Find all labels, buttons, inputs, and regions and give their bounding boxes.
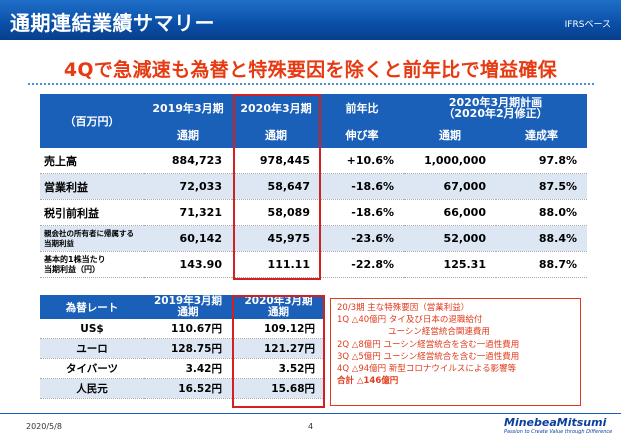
logo-wordmark: MinebeaMitsumi: [504, 416, 607, 429]
logo-tagline: Passion to Create Value through Differen…: [504, 429, 613, 435]
yoy-header: 前年比: [320, 94, 404, 121]
factor-line: 4Q △94億円 新型コロナウイルスによる影響等: [337, 364, 517, 375]
fy2019-value: 884,723: [144, 148, 232, 174]
currency-label: ユーロ: [40, 338, 144, 359]
row-label-line1: 基本的1株当たり: [44, 254, 106, 264]
fy2020-value: 978,445: [232, 148, 320, 174]
factor-line: ユーシン経営統合関連費用: [337, 327, 490, 338]
currency-label: US$: [40, 319, 144, 339]
table-row-operating-income: 営業利益 72,033 58,647 -18.6% 67,000 87.5%: [40, 173, 587, 200]
factors-total: 合計 △146億円: [337, 376, 399, 387]
plan-full-year-header: 通期: [404, 121, 496, 148]
fy2019-header: 2019年3月期: [144, 94, 232, 121]
table-row-net-income: 親会社の所有者に帰属する 当期利益 60,142 45,975 -23.6% 5…: [40, 225, 587, 252]
yoy-value: -23.6%: [320, 225, 404, 252]
fy2019-value: 143.90: [144, 251, 232, 278]
factor-line: 3Q △5億円 ユーシン経営統合を含む一過性費用: [337, 351, 520, 362]
table-row-revenue: 売上高 884,723 978,445 +10.6% 1,000,000 97.…: [40, 148, 587, 174]
slide-title: 通期連結業績サマリー: [10, 11, 215, 35]
rate-value: 88.7%: [496, 251, 587, 278]
plan-value: 67,000: [404, 173, 496, 200]
rate-value: 88.4%: [496, 225, 587, 252]
row-label-line1: 親会社の所有者に帰属する: [44, 228, 134, 238]
plan-value: 125.31: [404, 251, 496, 278]
fy2020-subheader: 通期: [232, 121, 320, 148]
results-header-row-2: 通期 通期 伸び率 通期 達成率: [40, 121, 587, 148]
row-label: 営業利益: [40, 173, 144, 200]
plan-header-line2: （2020年2月修正）: [443, 106, 548, 120]
factor-line: 2Q △8億円 ユーシン経営統合を含む一過性費用: [337, 339, 520, 350]
rate-value: 97.8%: [496, 148, 587, 174]
fx-row-cny: 人民元 16.52円 15.68円: [40, 378, 325, 399]
row-label: 親会社の所有者に帰属する 当期利益: [40, 225, 144, 252]
row-label-line2: 当期利益: [44, 238, 74, 248]
yoy-value: -18.6%: [320, 173, 404, 200]
row-label-line2: 当期利益（円）: [44, 264, 100, 274]
row-label: 基本的1株当たり 当期利益（円）: [40, 251, 144, 278]
rate-value: 87.5%: [496, 173, 587, 200]
unit-header: （百万円）: [40, 94, 144, 148]
currency-label: 人民元: [40, 378, 144, 399]
company-logo: MinebeaMitsumi Passion to Create Value t…: [504, 416, 612, 435]
fx-row-thb: タイバーツ 3.42円 3.52円: [40, 358, 325, 379]
headline-divider: [28, 83, 594, 85]
fx-fy2019-header: 2019年3月期 通期: [144, 295, 232, 319]
plan-value: 66,000: [404, 199, 496, 226]
fx-fy2020-line1: 2020年3月期: [244, 295, 313, 307]
results-header-row-1: （百万円） 2019年3月期 2020年3月期 前年比 2020年3月期計画 （…: [40, 94, 587, 148]
plan-header: 2020年3月期計画 （2020年2月修正）: [404, 94, 587, 121]
factor-line: 1Q △40億円 タイ及び日本の退職給付: [337, 315, 483, 326]
plan-header-line1: 2020年3月期計画: [448, 95, 543, 109]
fy2020-value: 45,975: [232, 225, 320, 252]
row-label: 税引前利益: [40, 199, 144, 226]
yoy-value: -18.6%: [320, 199, 404, 226]
fx-fy2020-value: 121.27円: [232, 338, 325, 359]
accounting-standard-label: IFRSベース: [564, 20, 611, 30]
fx-fy2019-value: 3.42円: [144, 358, 232, 379]
fy2020-value: 58,647: [232, 173, 320, 200]
yoy-subheader: 伸び率: [320, 121, 404, 148]
yoy-value: -22.8%: [320, 251, 404, 278]
fx-fy2020-value: 109.12円: [232, 319, 325, 339]
fx-label-header: 為替レート: [40, 295, 144, 319]
fy2019-subheader: 通期: [144, 121, 232, 148]
fy2019-value: 72,033: [144, 173, 232, 200]
fy2020-value: 58,089: [232, 199, 320, 226]
fx-fy2019-value: 110.67円: [144, 319, 232, 339]
factors-title: 20/3期 主な特殊要因（営業利益）: [337, 303, 470, 313]
footer-divider: [0, 413, 621, 414]
special-factors-box: 20/3期 主な特殊要因（営業利益） 1Q △40億円 タイ及び日本の退職給付 …: [330, 298, 581, 406]
currency-label: タイバーツ: [40, 358, 144, 379]
plan-value: 1,000,000: [404, 148, 496, 174]
table-row-pretax-income: 税引前利益 71,321 58,089 -18.6% 66,000 88.0%: [40, 199, 587, 226]
yoy-value: +10.6%: [320, 148, 404, 174]
achievement-rate-header: 達成率: [496, 121, 587, 148]
plan-value: 52,000: [404, 225, 496, 252]
results-table: （百万円） 2019年3月期 2020年3月期 前年比 2020年3月期計画 （…: [40, 94, 587, 278]
fx-row-eur: ユーロ 128.75円 121.27円: [40, 338, 325, 359]
fx-fy2019-value: 16.52円: [144, 378, 232, 399]
fx-fy2020-header: 2020年3月期 通期: [232, 295, 325, 319]
row-label: 売上高: [40, 148, 144, 174]
fx-fy2020-line2: 通期: [268, 306, 289, 318]
fx-fy2019-value: 128.75円: [144, 338, 232, 359]
fy2019-value: 60,142: [144, 225, 232, 252]
headline: 4Qで急減速も為替と特殊要因を除くと前年比で増益確保: [63, 59, 558, 81]
rate-value: 88.0%: [496, 199, 587, 226]
fx-header-row: 為替レート 2019年3月期 通期 2020年3月期 通期: [40, 295, 325, 319]
fx-fy2019-line2: 通期: [177, 306, 199, 318]
page-number: 4: [308, 422, 314, 431]
fx-fy2020-value: 3.52円: [232, 358, 325, 379]
fy2020-header: 2020年3月期: [232, 94, 320, 121]
fx-rate-table: 為替レート 2019年3月期 通期 2020年3月期 通期 US$ 110.67…: [40, 295, 325, 399]
fx-fy2020-value: 15.68円: [232, 378, 325, 399]
fx-row-usd: US$ 110.67円 109.12円: [40, 319, 325, 339]
footer-date: 2020/5/8: [26, 422, 62, 431]
fx-fy2019-line1: 2019年3月期: [153, 295, 223, 307]
fy2020-value: 111.11: [232, 251, 320, 278]
table-row-eps: 基本的1株当たり 当期利益（円） 143.90 111.11 -22.8% 12…: [40, 251, 587, 278]
fy2019-value: 71,321: [144, 199, 232, 226]
title-bar: 通期連結業績サマリー IFRSベース: [0, 0, 621, 43]
